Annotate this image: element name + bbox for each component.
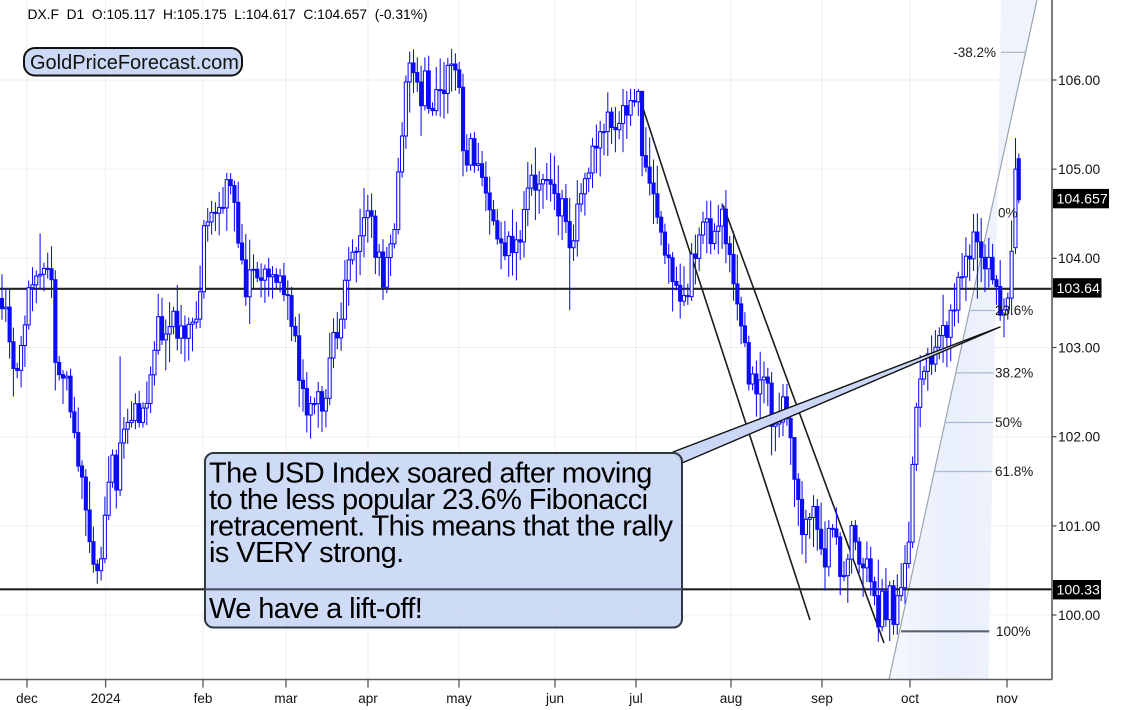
svg-text:jul: jul: [628, 691, 643, 706]
svg-text:to the less popular 23.6% Fibo: to the less popular 23.6% Fibonacci: [209, 484, 647, 516]
svg-text:feb: feb: [194, 691, 213, 706]
svg-text:104.00: 104.00: [1058, 251, 1101, 266]
svg-text:We have a lift-off!: We have a lift-off!: [209, 593, 422, 625]
svg-text:The USD Index soared after mov: The USD Index soared after moving: [209, 458, 652, 490]
svg-text:102.00: 102.00: [1058, 430, 1101, 445]
svg-text:mar: mar: [274, 691, 298, 706]
svg-text:2024: 2024: [91, 691, 122, 706]
svg-text:oct: oct: [901, 691, 919, 706]
svg-text:105.00: 105.00: [1058, 162, 1101, 177]
svg-text:DX.F D1 O:105.117 H:105.175: DX.F D1 O:105.117 H:105.175 L:104.617 C:…: [28, 7, 428, 22]
svg-text:100%: 100%: [996, 624, 1031, 639]
svg-text:aug: aug: [720, 691, 743, 706]
svg-text:nov: nov: [996, 691, 1018, 706]
svg-text:may: may: [446, 691, 472, 706]
svg-text:50%: 50%: [995, 415, 1022, 430]
svg-text:GoldPriceForecast.com: GoldPriceForecast.com: [30, 52, 239, 74]
svg-text:104.657: 104.657: [1057, 192, 1108, 208]
svg-text:100.33: 100.33: [1057, 583, 1101, 599]
svg-text:apr: apr: [358, 691, 378, 706]
svg-text:retracement. This means that t: retracement. This means that the rally: [209, 511, 674, 543]
svg-text:38.2%: 38.2%: [995, 366, 1033, 381]
svg-text:0%: 0%: [998, 206, 1018, 221]
svg-text:103.00: 103.00: [1058, 340, 1101, 355]
svg-text:is VERY strong.: is VERY strong.: [209, 537, 404, 569]
svg-text:100.00: 100.00: [1058, 608, 1101, 623]
svg-text:106.00: 106.00: [1058, 73, 1101, 88]
svg-text:103.64: 103.64: [1057, 281, 1101, 297]
svg-text:23.6%: 23.6%: [995, 303, 1033, 318]
svg-text:sep: sep: [811, 691, 833, 706]
svg-text:101.00: 101.00: [1058, 519, 1101, 534]
svg-text:dec: dec: [16, 691, 38, 706]
svg-text:-38.2%: -38.2%: [953, 45, 996, 60]
svg-text:61.8%: 61.8%: [995, 464, 1033, 479]
svg-text:jun: jun: [545, 691, 564, 706]
